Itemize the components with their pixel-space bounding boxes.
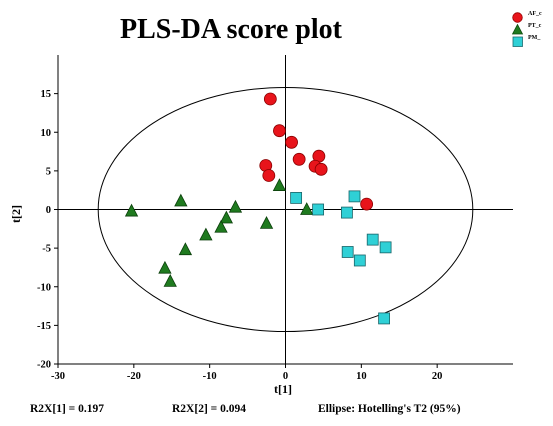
r2x1-label: R2X[1] = 0.197 xyxy=(30,403,104,415)
data-point-square xyxy=(348,190,361,203)
data-point-triangle xyxy=(199,227,213,241)
legend-label-af: AF_c xyxy=(528,11,542,17)
data-point-square xyxy=(341,206,353,219)
data-point-square xyxy=(353,254,366,267)
points-layer xyxy=(124,92,392,325)
x-tick-label: 10 xyxy=(356,371,367,382)
data-point-square xyxy=(366,233,379,246)
data-point-circle xyxy=(314,162,328,176)
data-point-triangle xyxy=(174,193,188,207)
y-tick-label: 15 xyxy=(41,89,52,100)
data-point-triangle xyxy=(124,203,139,217)
data-point-circle xyxy=(360,197,374,211)
data-point-triangle xyxy=(214,219,228,233)
y-tick-label: -15 xyxy=(37,321,51,332)
data-point-square xyxy=(290,192,303,204)
legend-label-pm: PM_ xyxy=(528,35,541,41)
data-point-circle xyxy=(285,135,298,149)
y-tick-label: -20 xyxy=(37,360,51,371)
data-point-triangle xyxy=(259,216,274,229)
legend-circle-icon xyxy=(512,12,523,23)
legend-triangle-icon xyxy=(512,24,524,35)
y-tick-label: 10 xyxy=(41,128,52,139)
data-point-circle xyxy=(273,124,286,138)
r2x2-label: R2X[2] = 0.094 xyxy=(172,403,246,415)
x-tick-label: -10 xyxy=(203,371,217,382)
hotelling-ellipse xyxy=(97,86,474,333)
data-point-triangle xyxy=(163,273,177,287)
x-tick-label: -30 xyxy=(51,371,65,382)
data-point-triangle xyxy=(158,260,172,274)
data-point-square xyxy=(379,241,392,254)
y-tick-label: 5 xyxy=(46,166,51,177)
x-tick-label: -20 xyxy=(127,371,141,382)
y-tick-label: 0 xyxy=(46,205,51,216)
y-tick-label: -10 xyxy=(37,282,51,293)
legend-label-pt: PT_c xyxy=(528,23,542,29)
ellipse-caption: Ellipse: Hotelling's T2 (95%) xyxy=(318,403,461,415)
data-point-triangle xyxy=(178,242,193,256)
data-point-triangle xyxy=(219,210,234,224)
legend-square-icon xyxy=(512,36,523,47)
y-tick-label: -5 xyxy=(42,244,51,255)
data-point-square xyxy=(378,312,390,325)
data-point-triangle xyxy=(228,199,243,213)
x-tick-label: 0 xyxy=(283,371,288,382)
y-axis-label: t[2] xyxy=(9,205,23,223)
x-axis-label: t[1] xyxy=(274,382,292,396)
data-point-circle xyxy=(263,92,277,106)
x-tick-label: 20 xyxy=(432,371,443,382)
data-point-circle xyxy=(262,169,276,182)
data-point-triangle xyxy=(272,178,287,191)
ellipse-layer xyxy=(97,86,474,333)
data-point-square xyxy=(341,246,354,258)
data-point-square xyxy=(312,203,325,216)
data-point-circle xyxy=(292,152,306,166)
data-point-triangle xyxy=(300,202,314,215)
chart-title: PLS-DA score plot xyxy=(120,14,342,45)
